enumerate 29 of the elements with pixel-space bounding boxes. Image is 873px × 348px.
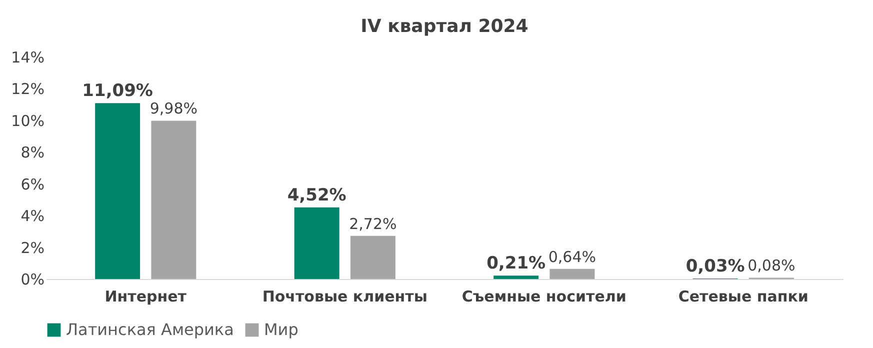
data-label: 0,03% [686, 256, 745, 277]
bar [294, 207, 340, 279]
data-label: 0,21% [486, 254, 546, 274]
legend-label: Мир [264, 320, 298, 339]
bar [550, 268, 595, 279]
y-tick-label: 14% [11, 48, 44, 66]
y-tick-label: 6% [20, 175, 44, 194]
data-label: 11,09% [82, 81, 153, 102]
y-tick-label: 0% [20, 270, 44, 288]
x-tick-label: Сетевые папки [678, 288, 808, 306]
x-tick-label: Почтовые клиенты [262, 288, 428, 306]
x-tick-label: Съемные носители [462, 288, 626, 306]
bar [151, 120, 196, 279]
bar [350, 236, 396, 279]
legend-label: Латинская Америка [66, 320, 234, 339]
y-tick-label: 8% [20, 144, 44, 162]
data-label: 0,08% [748, 256, 796, 275]
bar [95, 103, 140, 279]
y-tick-label: 4% [20, 207, 44, 226]
x-tick-label: Интернет [104, 288, 187, 306]
data-label: 0,64% [548, 248, 596, 266]
data-label: 9,98% [150, 100, 198, 118]
chart-title: IV квартал 2024 [360, 16, 528, 37]
data-label: 4,52% [287, 185, 346, 206]
y-tick-label: 12% [11, 80, 44, 98]
y-tick-label: 10% [11, 112, 44, 130]
y-tick-label: 2% [20, 238, 44, 257]
bar [494, 276, 539, 279]
data-label: 2,72% [349, 214, 397, 233]
